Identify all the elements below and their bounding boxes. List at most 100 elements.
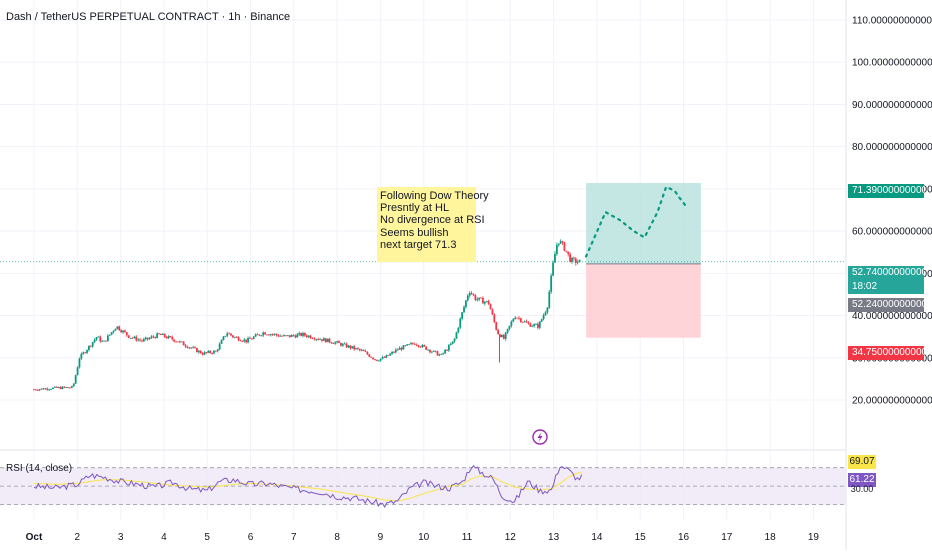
candle-body xyxy=(281,335,284,337)
candle-body xyxy=(298,333,301,335)
candle-body xyxy=(561,241,564,243)
candle-body xyxy=(307,335,310,337)
candle-body xyxy=(489,303,492,310)
time-axis[interactable]: Oct 2 3 4 5 6 7 8 9 10 11 12 13 14 15 16 17 18 19 xyxy=(26,532,820,543)
candle-body xyxy=(347,345,350,348)
candle-body xyxy=(508,325,511,329)
candle-body xyxy=(410,343,412,345)
candle-body xyxy=(531,325,534,327)
candle-body xyxy=(537,323,539,328)
x-tick-label: 7 xyxy=(291,532,297,543)
candle-body xyxy=(139,339,141,341)
candle-body xyxy=(379,358,382,361)
flash-icon[interactable] xyxy=(532,429,548,445)
x-tick-label: 5 xyxy=(204,532,210,543)
candle-body xyxy=(76,367,79,376)
candle-body xyxy=(394,349,397,353)
candle-body xyxy=(535,323,537,325)
candle-body xyxy=(474,295,477,301)
rsi-line xyxy=(33,464,583,509)
candle-body xyxy=(296,334,299,338)
candle-body xyxy=(338,341,340,343)
candle-body xyxy=(235,336,238,338)
candle-body xyxy=(33,389,35,391)
candle-body xyxy=(201,353,204,355)
candle-body xyxy=(523,321,526,323)
candle-body xyxy=(468,293,471,296)
x-tick-label: 13 xyxy=(548,532,560,543)
idea-note[interactable]: Following Dow Theory Presntly at HL No d… xyxy=(377,187,489,262)
candle-body xyxy=(103,340,105,342)
y-tick-label: 100.0000000000000 xyxy=(852,58,932,69)
x-tick-label: 3 xyxy=(118,532,124,543)
candle-body xyxy=(279,335,282,337)
candle-body xyxy=(84,352,87,354)
candle-body xyxy=(258,334,261,336)
candle-body xyxy=(544,312,547,316)
candle-body xyxy=(175,341,177,343)
candle-body xyxy=(446,350,448,351)
candle-body xyxy=(254,334,257,337)
candle-body xyxy=(574,258,577,263)
note-line: Seems bullish xyxy=(380,226,449,239)
y-tick-label: 20.0000000000000 xyxy=(852,396,932,407)
candle-body xyxy=(514,317,517,320)
candle-body xyxy=(163,333,166,337)
candle-body xyxy=(483,301,486,304)
countdown-badge: 18:02 xyxy=(848,280,924,294)
candle-body xyxy=(269,334,272,336)
flash-icon-ring xyxy=(532,429,548,445)
stop-zone xyxy=(586,263,701,338)
x-tick-label: 12 xyxy=(505,532,517,543)
candle-body xyxy=(432,350,435,352)
candle-body xyxy=(88,345,90,350)
candle-body xyxy=(268,334,270,336)
candle-body xyxy=(385,355,388,358)
candle-body xyxy=(572,257,575,259)
candle-body xyxy=(504,332,507,339)
note-line: Following Dow Theory xyxy=(380,190,489,202)
rsi-indicator-label[interactable]: RSI (14, close) xyxy=(6,463,73,474)
candle-body xyxy=(482,297,484,304)
candle-body xyxy=(70,386,73,388)
candle-body xyxy=(442,353,445,354)
candle-body xyxy=(375,359,378,361)
candle-body xyxy=(400,347,403,350)
y-tick-label: 110.0000000000000 xyxy=(852,16,932,27)
candle-body xyxy=(546,307,549,313)
candle-body xyxy=(578,259,581,263)
candle-body xyxy=(252,336,255,339)
candle-body xyxy=(430,351,433,353)
candle-body xyxy=(196,348,198,353)
candle-body xyxy=(527,322,530,324)
candle-body xyxy=(110,332,113,335)
candle-body xyxy=(38,389,41,391)
x-tick-label: 16 xyxy=(678,532,690,543)
candle-body xyxy=(150,336,153,338)
candle-body xyxy=(370,356,373,358)
candle-body xyxy=(239,340,242,342)
candle-body xyxy=(398,347,401,350)
candle-body xyxy=(285,335,287,337)
target-zone xyxy=(586,183,701,264)
candle-body xyxy=(336,341,338,343)
x-tick-label: 9 xyxy=(378,532,384,543)
candle-body xyxy=(510,321,513,326)
candle-body xyxy=(127,335,130,338)
candle-body xyxy=(565,250,568,252)
candle-body xyxy=(451,341,454,344)
candle-body xyxy=(413,343,416,345)
candle-body xyxy=(148,337,151,340)
candle-body xyxy=(199,350,202,354)
candle-body xyxy=(288,335,291,338)
candle-body xyxy=(341,343,344,346)
candle-body xyxy=(360,350,363,351)
candle-body xyxy=(184,345,187,347)
candle-body xyxy=(300,333,303,336)
candle-body xyxy=(459,318,462,328)
candle-body xyxy=(192,347,195,349)
candle-body xyxy=(233,336,236,338)
candle-body xyxy=(554,254,556,263)
candle-body xyxy=(52,387,54,390)
